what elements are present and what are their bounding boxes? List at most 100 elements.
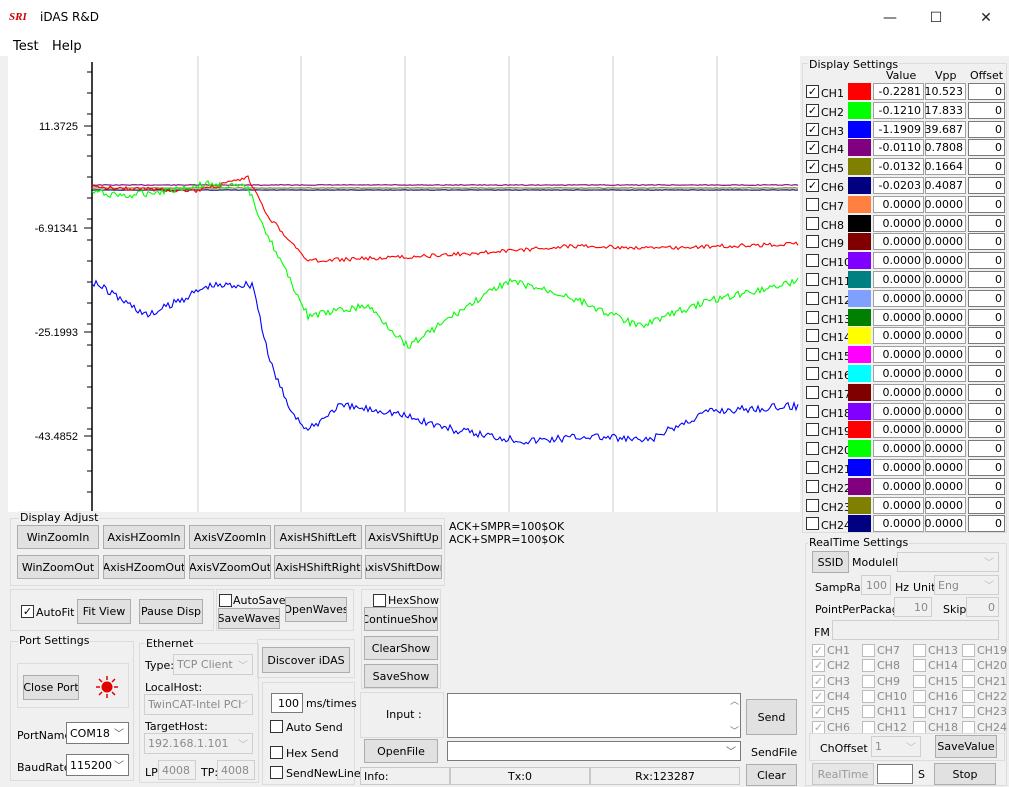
axis-v-zoom-out-button[interactable]: AxisVZoomOut: [189, 555, 271, 579]
channel-color-swatch[interactable]: [848, 271, 871, 288]
channel-checkbox[interactable]: [806, 216, 819, 230]
open-file-button[interactable]: OpenFile: [364, 739, 438, 763]
samp-rate-field[interactable]: 100: [861, 575, 891, 595]
port-name-select[interactable]: COM18 ﹀: [66, 722, 129, 744]
realtime-channel-checkbox[interactable]: [962, 674, 975, 688]
realtime-seconds-field[interactable]: [877, 764, 913, 784]
skip-field[interactable]: 0: [966, 597, 999, 617]
channel-color-swatch[interactable]: [848, 515, 871, 533]
realtime-channel-checkbox[interactable]: [913, 720, 926, 734]
channel-checkbox[interactable]: [806, 461, 819, 474]
channel-checkbox[interactable]: ✓: [806, 122, 819, 136]
channel-color-swatch[interactable]: [848, 139, 871, 157]
channel-color-swatch[interactable]: [848, 402, 871, 420]
stop-button[interactable]: Stop: [934, 763, 996, 785]
channel-offset-field[interactable]: 0: [968, 177, 1005, 194]
realtime-channel-checkbox[interactable]: ✓: [812, 644, 825, 657]
channel-color-swatch[interactable]: [848, 477, 871, 495]
realtime-channel-checkbox[interactable]: [913, 659, 926, 673]
channel-offset-field[interactable]: 0: [968, 195, 1005, 213]
channel-offset-field[interactable]: 0: [968, 515, 1005, 533]
channel-color-swatch[interactable]: [848, 327, 871, 345]
interval-field[interactable]: 100: [271, 693, 303, 713]
discover-idas-button[interactable]: Discover iDAS: [262, 647, 350, 673]
channel-color-swatch[interactable]: [848, 496, 871, 514]
lp-field[interactable]: 4008: [158, 760, 196, 780]
send-button[interactable]: Send: [746, 699, 797, 735]
realtime-channel-checkbox[interactable]: [862, 644, 875, 657]
maximize-button[interactable]: ☐: [929, 10, 943, 26]
channel-offset-field[interactable]: 0: [968, 421, 1005, 439]
channel-offset-field[interactable]: 0: [968, 233, 1005, 251]
ssid-button[interactable]: SSID: [812, 551, 849, 573]
realtime-channel-checkbox[interactable]: [962, 720, 975, 734]
channel-offset-field[interactable]: 0: [968, 383, 1005, 401]
channel-checkbox[interactable]: [806, 385, 819, 399]
channel-color-swatch[interactable]: [848, 289, 871, 307]
baud-rate-select[interactable]: 115200 ﹀: [66, 754, 129, 776]
axis-v-zoom-in-button[interactable]: AxisVZoomIn: [189, 525, 271, 549]
point-per-package-field[interactable]: 10: [894, 597, 932, 617]
hex-send-checkbox[interactable]: [270, 746, 283, 759]
channel-checkbox[interactable]: ✓: [806, 85, 819, 98]
channel-color-swatch[interactable]: [848, 459, 871, 476]
channel-offset-field[interactable]: 0: [968, 459, 1005, 476]
close-button[interactable]: ✕: [980, 10, 992, 26]
send-file-button[interactable]: SendFile: [751, 746, 798, 759]
channel-checkbox[interactable]: [806, 348, 819, 362]
send-newline-checkbox[interactable]: [270, 766, 283, 779]
channel-checkbox[interactable]: [806, 197, 819, 211]
waveform-plot[interactable]: 11.3725 -6.91341 -25.1993 -43.4852: [8, 56, 800, 512]
channel-color-swatch[interactable]: [848, 308, 871, 326]
realtime-channel-checkbox[interactable]: ✓: [812, 705, 825, 719]
channel-checkbox[interactable]: [806, 404, 819, 418]
realtime-channel-checkbox[interactable]: [913, 644, 926, 657]
channel-offset-field[interactable]: 0: [968, 477, 1005, 495]
channel-color-swatch[interactable]: [848, 421, 871, 439]
channel-color-swatch[interactable]: [848, 383, 871, 401]
close-port-button[interactable]: Close Port: [23, 675, 79, 700]
choffset-select[interactable]: 1 ﹀: [871, 736, 921, 757]
channel-offset-field[interactable]: 0: [968, 120, 1005, 138]
channel-checkbox[interactable]: [806, 479, 819, 493]
channel-checkbox[interactable]: [806, 442, 819, 456]
channel-checkbox[interactable]: [806, 235, 819, 249]
realtime-channel-checkbox[interactable]: [862, 705, 875, 719]
realtime-channel-checkbox[interactable]: [962, 659, 975, 673]
channel-checkbox[interactable]: ✓: [806, 141, 819, 155]
open-waves-button[interactable]: OpenWaves: [285, 597, 347, 622]
scroll-down-icon[interactable]: ﹀: [730, 727, 740, 737]
channel-color-swatch[interactable]: [848, 158, 871, 176]
channel-offset-field[interactable]: 0: [968, 101, 1005, 119]
channel-checkbox[interactable]: [806, 273, 819, 286]
clear-button[interactable]: Clear: [746, 764, 797, 786]
local-host-select[interactable]: TwinCAT-Intel PCI ﹀: [144, 694, 253, 715]
file-path-select[interactable]: ﹀: [447, 741, 741, 761]
menu-help[interactable]: Help: [52, 39, 82, 54]
channel-color-swatch[interactable]: [848, 346, 871, 364]
realtime-channel-checkbox[interactable]: [962, 705, 975, 719]
channel-offset-field[interactable]: 0: [968, 139, 1005, 157]
autosave-checkbox[interactable]: [219, 594, 232, 607]
module-id-select[interactable]: ﹀: [897, 552, 999, 572]
channel-checkbox[interactable]: [806, 254, 819, 268]
channel-offset-field[interactable]: 0: [968, 327, 1005, 345]
save-show-button[interactable]: SaveShow: [364, 664, 438, 688]
channel-color-swatch[interactable]: [848, 214, 871, 232]
channel-offset-field[interactable]: 0: [968, 496, 1005, 514]
channel-checkbox[interactable]: ✓: [806, 179, 819, 192]
axis-h-zoom-out-button[interactable]: AxisHZoomOut: [103, 555, 185, 579]
channel-offset-field[interactable]: 0: [968, 346, 1005, 364]
realtime-channel-checkbox[interactable]: [862, 720, 875, 734]
channel-color-swatch[interactable]: [848, 252, 871, 270]
win-zoom-in-button[interactable]: WinZoomIn: [17, 525, 99, 549]
channel-offset-field[interactable]: 0: [968, 365, 1005, 382]
autofit-checkbox[interactable]: ✓: [21, 605, 34, 618]
channel-offset-field[interactable]: 0: [968, 440, 1005, 458]
axis-v-shift-down-button[interactable]: AxisVShiftDown: [365, 555, 442, 579]
scroll-up-icon[interactable]: ︿: [730, 697, 740, 707]
minimize-button[interactable]: —: [883, 10, 897, 26]
fit-view-button[interactable]: Fit View: [77, 599, 131, 624]
channel-offset-field[interactable]: 0: [968, 158, 1005, 176]
channel-color-swatch[interactable]: [848, 83, 871, 100]
